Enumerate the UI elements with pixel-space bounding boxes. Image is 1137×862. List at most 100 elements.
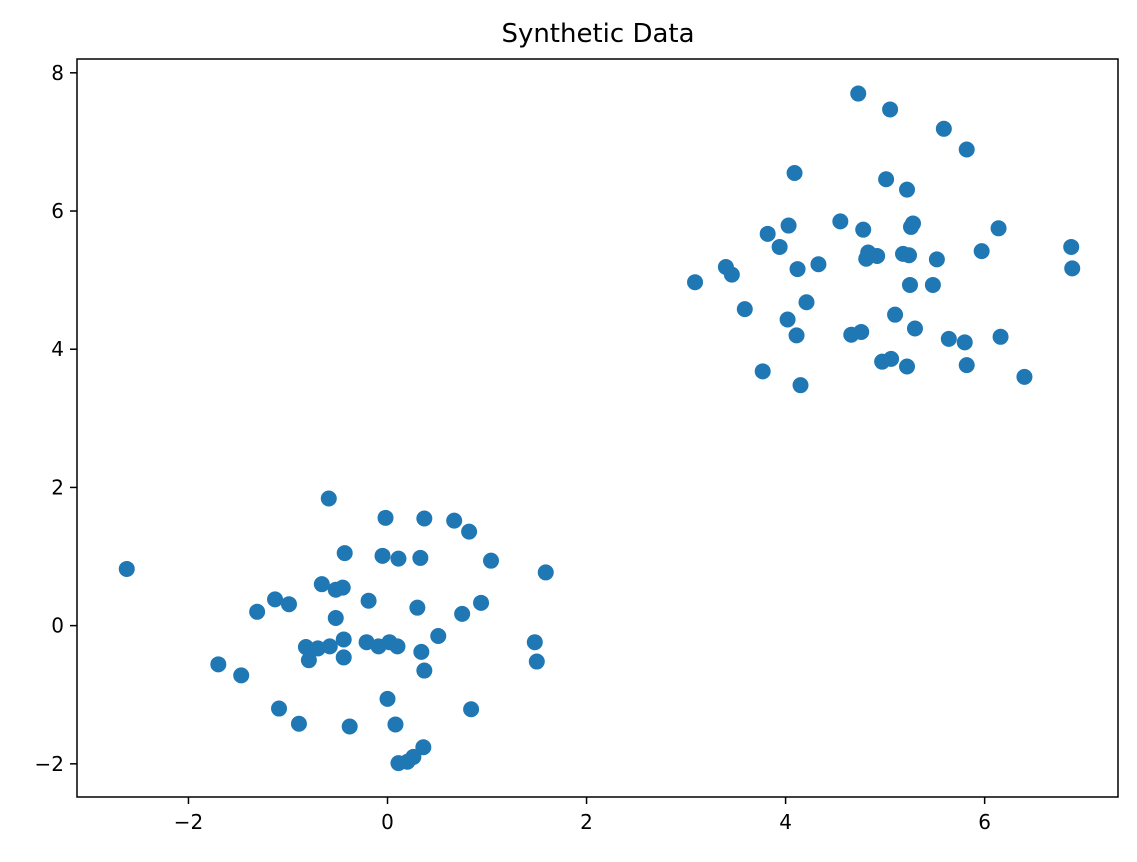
data-point	[798, 294, 815, 311]
data-point	[940, 330, 957, 347]
y-tick-label: 8	[51, 61, 64, 85]
data-point	[1016, 368, 1033, 385]
axes-frame	[76, 58, 1119, 798]
data-point	[389, 638, 406, 655]
data-point	[754, 363, 771, 380]
x-tick-label: 0	[381, 810, 394, 834]
data-point	[887, 306, 904, 323]
data-point	[335, 631, 352, 648]
data-point	[409, 599, 426, 616]
data-point	[297, 639, 314, 656]
data-point	[463, 701, 480, 718]
data-point	[956, 334, 973, 351]
chart-title: Synthetic Data	[501, 19, 694, 49]
data-point	[267, 591, 284, 608]
y-tick-label: 4	[51, 337, 64, 361]
data-point	[360, 592, 377, 609]
data-point	[935, 120, 952, 137]
data-point	[899, 358, 916, 375]
data-point	[528, 653, 545, 670]
data-point	[883, 350, 900, 367]
data-point	[771, 238, 788, 255]
data-point	[387, 716, 404, 733]
data-point	[118, 560, 135, 577]
x-tick-label: −2	[174, 810, 203, 834]
data-point	[210, 656, 227, 673]
data-point	[416, 510, 433, 527]
data-point	[723, 266, 740, 283]
data-point	[850, 85, 867, 102]
y-tick-label: −2	[35, 752, 64, 776]
data-point	[321, 638, 338, 655]
data-point	[855, 221, 872, 238]
data-point	[430, 627, 447, 644]
data-point	[526, 634, 543, 651]
data-point	[249, 603, 266, 620]
y-tick-label: 6	[51, 199, 64, 223]
data-point	[882, 101, 899, 118]
data-point	[878, 171, 895, 188]
data-point	[687, 274, 704, 291]
data-point	[832, 213, 849, 230]
data-point	[390, 550, 407, 567]
x-tick-label: 4	[779, 810, 792, 834]
data-point	[1063, 238, 1080, 255]
data-point	[992, 328, 1009, 345]
data-point	[780, 217, 797, 234]
data-point	[958, 141, 975, 158]
data-point	[792, 377, 809, 394]
data-point	[233, 667, 250, 684]
data-point	[483, 552, 500, 569]
data-point	[335, 649, 352, 666]
data-point	[736, 301, 753, 318]
data-point	[377, 509, 394, 526]
data-point	[334, 579, 351, 596]
data-point	[327, 610, 344, 627]
x-tick-label: 2	[580, 810, 593, 834]
data-point	[958, 357, 975, 374]
data-point	[904, 215, 921, 232]
data-point	[454, 605, 471, 622]
data-point	[788, 327, 805, 344]
data-point	[271, 700, 288, 717]
data-point	[336, 545, 353, 562]
data-point	[473, 594, 490, 611]
data-point	[309, 640, 326, 657]
data-point	[906, 320, 923, 337]
points-layer	[118, 85, 1081, 772]
y-tick-label: 0	[51, 614, 64, 638]
data-point	[446, 512, 463, 529]
plot-area	[77, 59, 1118, 797]
data-point	[928, 251, 945, 268]
data-point	[990, 220, 1007, 237]
data-point	[405, 748, 422, 765]
data-point	[379, 690, 396, 707]
data-point	[786, 165, 803, 182]
data-point	[779, 311, 796, 328]
data-point	[901, 276, 918, 293]
data-point	[374, 547, 391, 564]
data-point	[415, 739, 432, 756]
x-tick-label: 6	[978, 810, 991, 834]
data-point	[924, 276, 941, 293]
data-point	[1064, 260, 1081, 277]
data-point	[320, 490, 337, 507]
data-point	[280, 596, 297, 613]
data-point	[341, 718, 358, 735]
y-tick-label: 2	[51, 475, 64, 499]
data-point	[537, 564, 554, 581]
data-point	[413, 643, 430, 660]
data-point	[853, 323, 870, 340]
ticks-layer: −2 0 2 4 6 −2 0 2 4 6 8	[35, 61, 991, 834]
data-point	[901, 247, 918, 264]
data-point	[810, 256, 827, 273]
data-point	[973, 243, 990, 260]
data-point	[416, 662, 433, 679]
data-point	[789, 261, 806, 278]
data-point	[461, 523, 478, 540]
data-point	[759, 225, 776, 242]
data-point	[412, 549, 429, 566]
data-point	[290, 715, 307, 732]
data-point	[869, 247, 886, 264]
